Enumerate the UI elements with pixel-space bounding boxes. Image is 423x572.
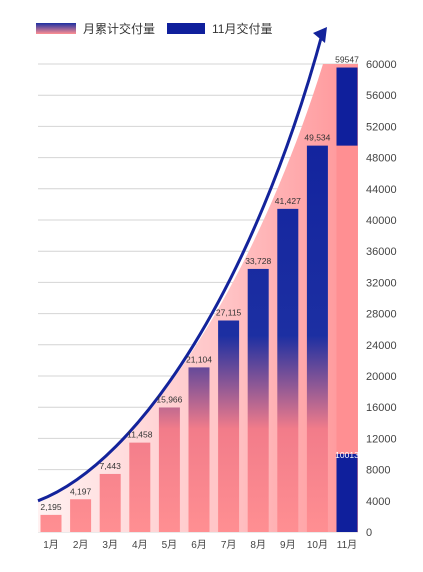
data-label-cumulative: 41,427	[275, 196, 301, 206]
bar-cumulative-5月	[158, 407, 180, 532]
y-tick-label: 52000	[366, 121, 397, 133]
x-axis: 1月 2月 3月 4月 5月 6月 7月 8月 9月 10月 11月	[43, 539, 357, 551]
legend-swatch-cumulative	[36, 23, 76, 34]
x-tick-label: 9月	[280, 539, 296, 551]
x-tick-label: 11月	[337, 539, 357, 551]
y-axis: 0 4000 8000 12000 16000 20000 24000 28000 32000 3…	[366, 59, 397, 539]
x-tick-label: 8月	[250, 539, 266, 551]
y-tick-label: 4000	[366, 496, 390, 508]
data-label-cumulative: 27,115	[216, 308, 242, 318]
data-label-monthly: 10013	[335, 450, 359, 460]
legend-swatch-monthly	[167, 23, 205, 34]
x-tick-label: 7月	[221, 539, 237, 551]
y-tick-label: 56000	[366, 90, 397, 102]
y-tick-label: 44000	[366, 184, 397, 196]
bar-monthly-top	[336, 67, 358, 146]
bar-cumulative-1月	[40, 514, 62, 532]
bar-cumulative-11月	[336, 67, 358, 533]
bar-cumulative-8月	[247, 268, 269, 532]
legend-label-cumulative: 月累计交付量	[83, 21, 155, 36]
bar-cumulative-3月	[99, 473, 121, 532]
bar-cumulative-7月	[218, 320, 240, 532]
y-tick-label: 48000	[366, 153, 397, 165]
y-tick-label: 0	[366, 527, 372, 539]
data-label-cumulative: 2,195	[40, 502, 62, 512]
bar-cumulative-9月	[277, 208, 299, 533]
x-tick-label: 2月	[73, 539, 89, 551]
legend: 月累计交付量 11月交付量	[36, 21, 272, 36]
data-label-cumulative: 59547	[335, 55, 359, 65]
y-tick-label: 36000	[366, 246, 397, 258]
legend-label-monthly: 11月交付量	[212, 21, 272, 36]
y-tick-label: 16000	[366, 402, 397, 414]
x-tick-label: 5月	[162, 539, 178, 551]
y-tick-label: 28000	[366, 309, 397, 321]
trend-arrow-line	[37, 30, 325, 503]
bar-cumulative-2月	[70, 499, 92, 532]
data-label-cumulative: 49,534	[304, 133, 330, 143]
y-tick-label: 12000	[366, 433, 397, 445]
data-label-cumulative: 4,197	[70, 486, 92, 496]
data-label-cumulative: 33,728	[245, 256, 271, 266]
data-label-cumulative: 15,966	[156, 394, 182, 404]
bars	[40, 67, 358, 533]
y-tick-label: 24000	[366, 340, 397, 352]
bar-cumulative-6月	[188, 367, 210, 532]
bar-cumulative-10月	[306, 145, 328, 532]
data-label-cumulative: 11,458	[127, 430, 153, 440]
data-labels: 2,195 4,197 7,443 11,458 15,966 21,104 27,115 3…	[40, 55, 359, 512]
bar-cumulative-4月	[129, 442, 151, 532]
y-tick-label: 32000	[366, 277, 397, 289]
bar-monthly-11月	[336, 453, 358, 532]
y-tick-label: 20000	[366, 371, 397, 383]
y-tick-label: 60000	[366, 59, 397, 71]
data-label-cumulative: 21,104	[186, 354, 212, 364]
x-tick-label: 10月	[307, 539, 328, 551]
y-tick-label: 40000	[366, 215, 397, 227]
trend-arrow-head	[313, 27, 327, 43]
x-tick-label: 4月	[132, 539, 148, 551]
y-tick-label: 8000	[366, 465, 390, 477]
data-label-cumulative: 7,443	[100, 461, 122, 471]
x-tick-label: 1月	[43, 539, 59, 551]
x-tick-label: 6月	[191, 539, 207, 551]
x-tick-label: 3月	[102, 539, 118, 551]
